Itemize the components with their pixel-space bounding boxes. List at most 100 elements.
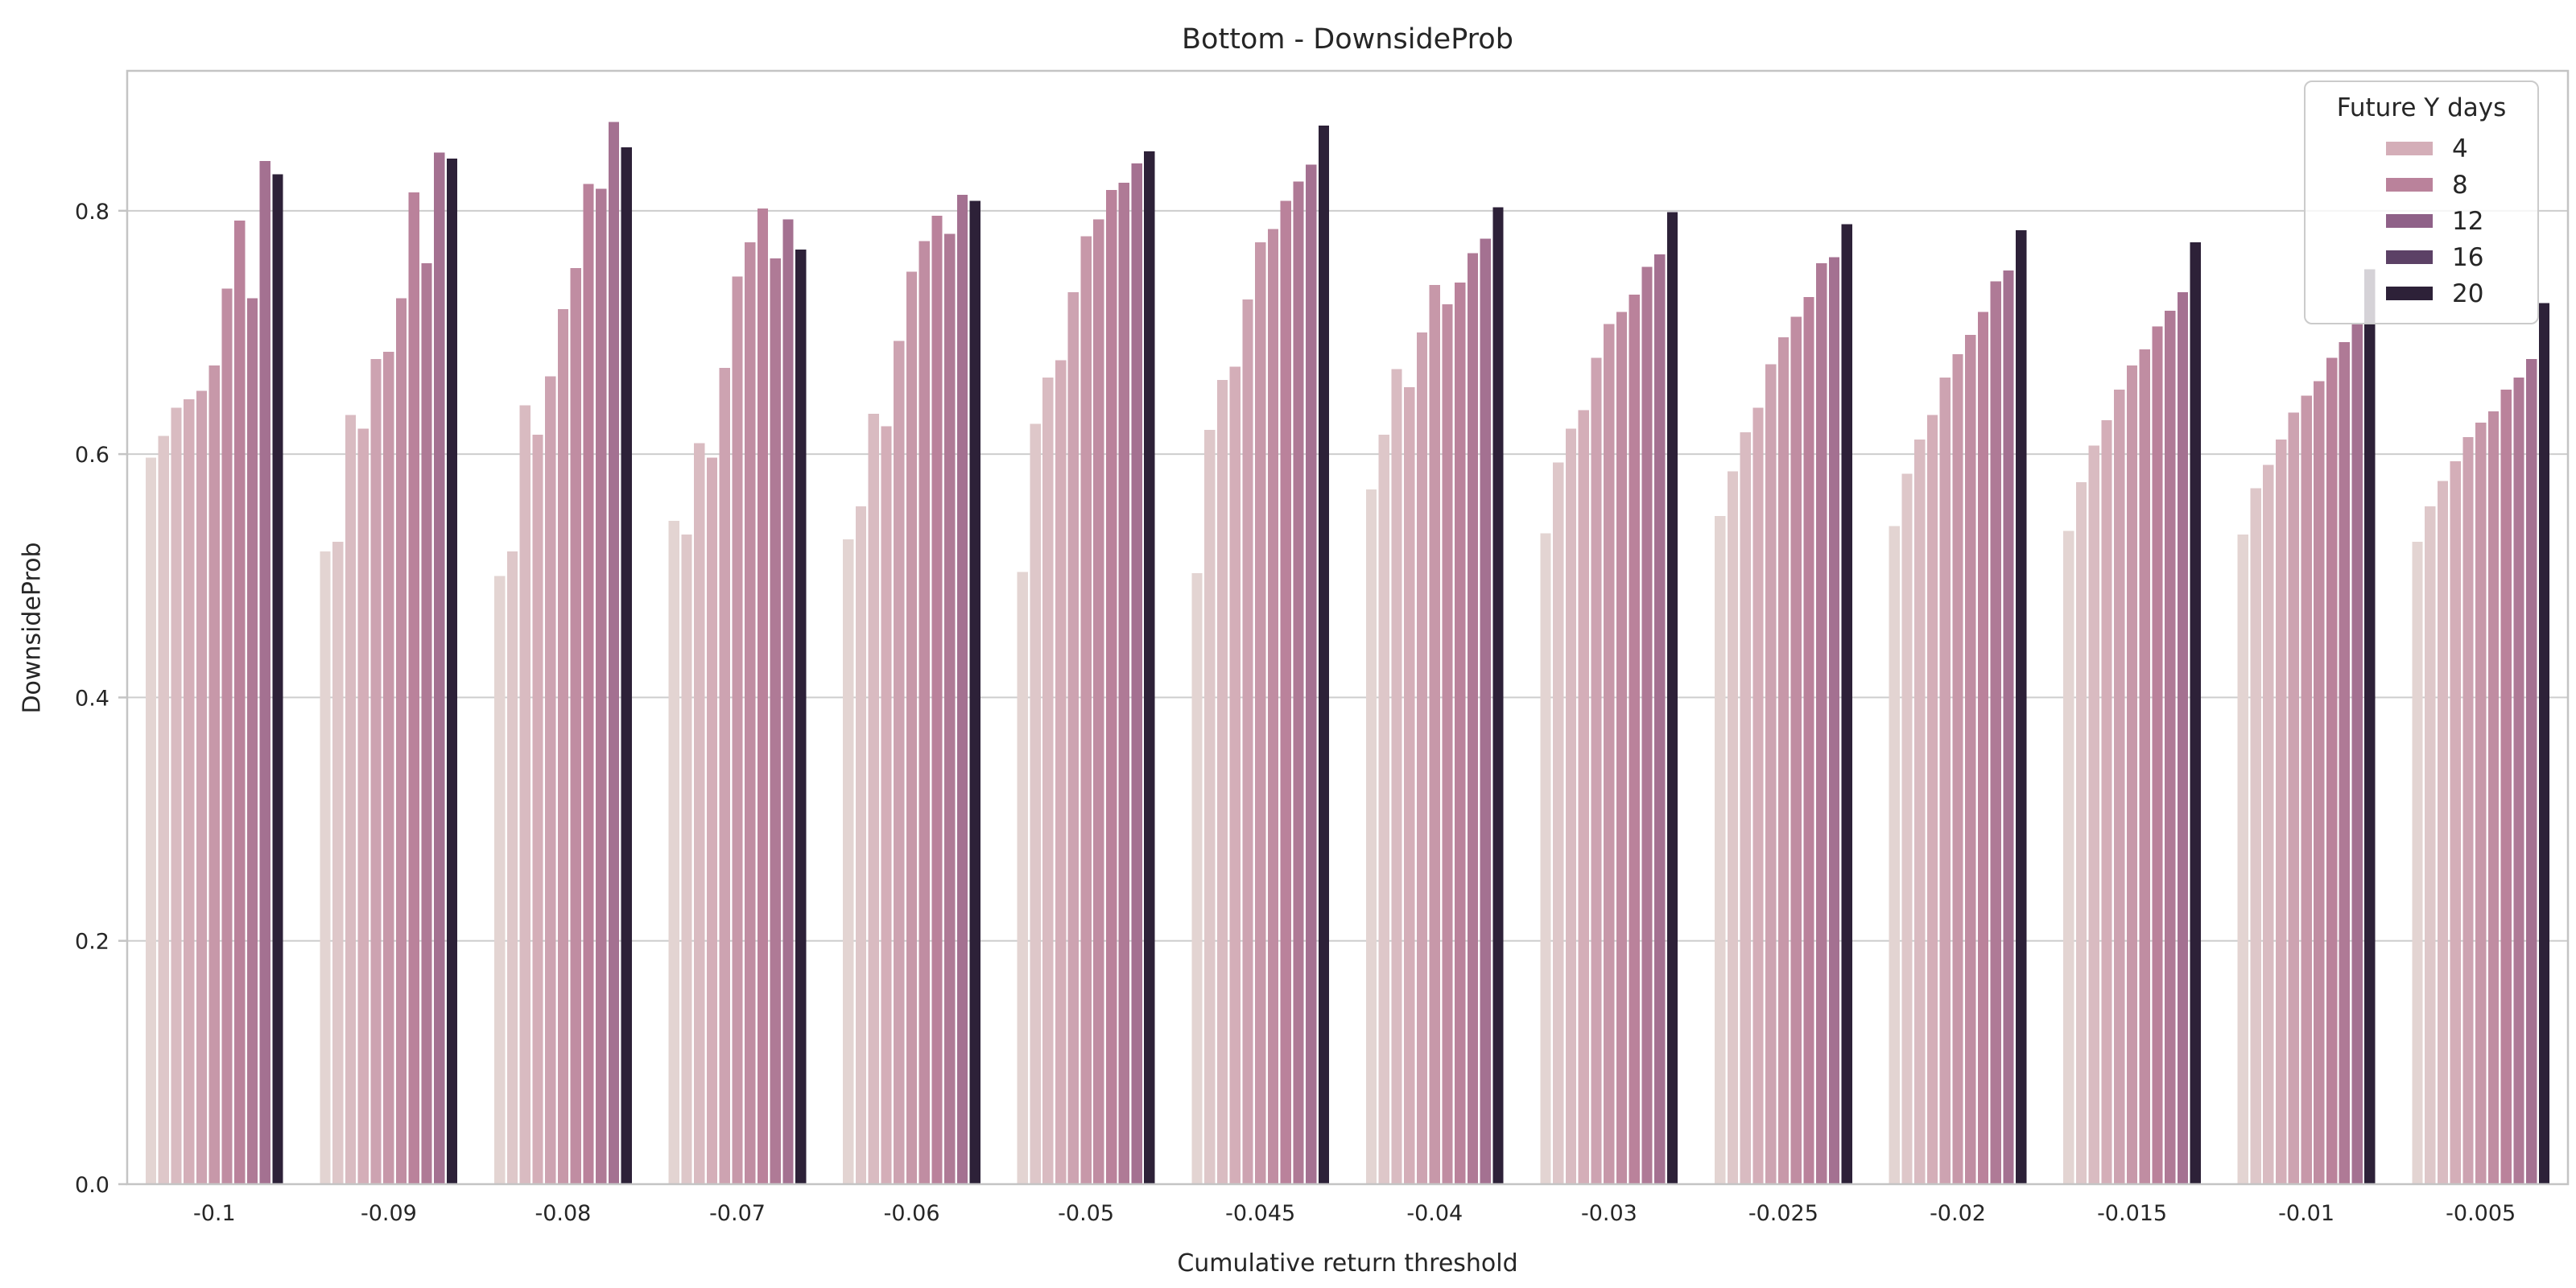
bar (1293, 181, 1304, 1184)
x-tick-label: -0.09 (361, 1201, 417, 1226)
bar (506, 551, 518, 1184)
bar (2016, 230, 2027, 1184)
bar (1828, 257, 1840, 1184)
bar (2177, 292, 2189, 1185)
bar (1565, 428, 1577, 1184)
y-axis-label: DownsideProb (18, 542, 47, 714)
bar (1229, 366, 1241, 1184)
bar (1604, 324, 1615, 1184)
bar (1467, 253, 1479, 1185)
bar (446, 158, 458, 1184)
bar (1080, 236, 1092, 1185)
legend-entry-label: 4 (2452, 134, 2468, 163)
bar (320, 551, 331, 1184)
bar (719, 367, 730, 1184)
bar (1391, 369, 1402, 1184)
bar (2412, 541, 2423, 1184)
bar (2088, 445, 2099, 1184)
chart-title: Bottom - DownsideProb (1182, 23, 1513, 56)
bar (570, 267, 581, 1184)
bar (2237, 534, 2248, 1184)
bar (2126, 365, 2138, 1184)
x-tick-label: -0.045 (1225, 1201, 1295, 1226)
y-tick-label: 0.8 (75, 200, 109, 225)
bar (1616, 312, 1628, 1184)
legend-swatch (2386, 178, 2433, 192)
bar (1790, 316, 1802, 1184)
bar (145, 457, 157, 1184)
bar (596, 188, 607, 1185)
bar (583, 184, 594, 1185)
x-tick-label: -0.01 (2278, 1201, 2334, 1226)
bar (1067, 292, 1079, 1185)
bar (894, 341, 905, 1184)
bar (732, 276, 743, 1184)
bar (1939, 377, 1951, 1184)
bar (1242, 299, 1253, 1185)
bar (1267, 229, 1279, 1184)
bar (2165, 310, 2176, 1184)
x-tick-label: -0.015 (2097, 1201, 2167, 1226)
bar (2450, 461, 2461, 1184)
y-tick-label: 0.0 (75, 1173, 109, 1198)
bar (969, 200, 980, 1185)
y-tick-label: 0.6 (75, 443, 109, 468)
bar (1926, 415, 1938, 1184)
legend-swatch (2386, 142, 2433, 155)
bar (234, 220, 246, 1184)
bar (545, 376, 556, 1184)
legend-entry: 16 (2306, 239, 2537, 275)
bar (931, 215, 943, 1184)
x-tick-label: -0.05 (1058, 1201, 1114, 1226)
bar (2526, 359, 2537, 1185)
bar (184, 399, 195, 1185)
legend-title: Future Y days (2336, 93, 2507, 122)
bar (855, 506, 867, 1184)
bar (1191, 573, 1203, 1184)
bar (1055, 360, 1067, 1184)
bar (681, 534, 692, 1184)
bar (2101, 419, 2112, 1184)
legend-entry-label: 20 (2452, 279, 2484, 308)
bar (272, 174, 283, 1184)
bar (557, 309, 569, 1185)
bar (706, 457, 718, 1184)
bar (1841, 224, 1852, 1184)
bar (1654, 254, 1666, 1185)
bar (795, 250, 807, 1185)
x-tick-label: -0.08 (535, 1201, 591, 1226)
bar (519, 405, 530, 1184)
bar (2276, 440, 2287, 1184)
bar (1442, 304, 1453, 1185)
legend-swatch (2386, 250, 2433, 264)
bar (246, 298, 258, 1185)
bar (494, 576, 506, 1184)
bar (1480, 238, 1491, 1185)
bar (357, 428, 369, 1184)
bar (2263, 464, 2274, 1184)
bar (532, 434, 543, 1184)
bar (2437, 481, 2449, 1184)
bar (1306, 164, 1317, 1184)
bar (956, 195, 968, 1185)
bar (259, 160, 270, 1184)
bar (2475, 422, 2487, 1184)
x-tick-label: -0.1 (193, 1201, 236, 1226)
bar (1106, 190, 1117, 1185)
bar (2075, 481, 2087, 1184)
bar (1131, 163, 1142, 1184)
legend-swatch (2386, 214, 2433, 228)
bar (2364, 269, 2376, 1184)
bar (2250, 488, 2261, 1184)
bar (332, 541, 344, 1184)
bar (2152, 326, 2163, 1184)
bar (694, 443, 705, 1184)
legend-entry: 8 (2306, 167, 2537, 203)
bar (1990, 281, 2001, 1184)
bar (919, 241, 930, 1185)
bar (1540, 533, 1551, 1184)
bar (1318, 126, 1330, 1184)
bar (1042, 377, 1054, 1184)
bar (2301, 395, 2312, 1185)
